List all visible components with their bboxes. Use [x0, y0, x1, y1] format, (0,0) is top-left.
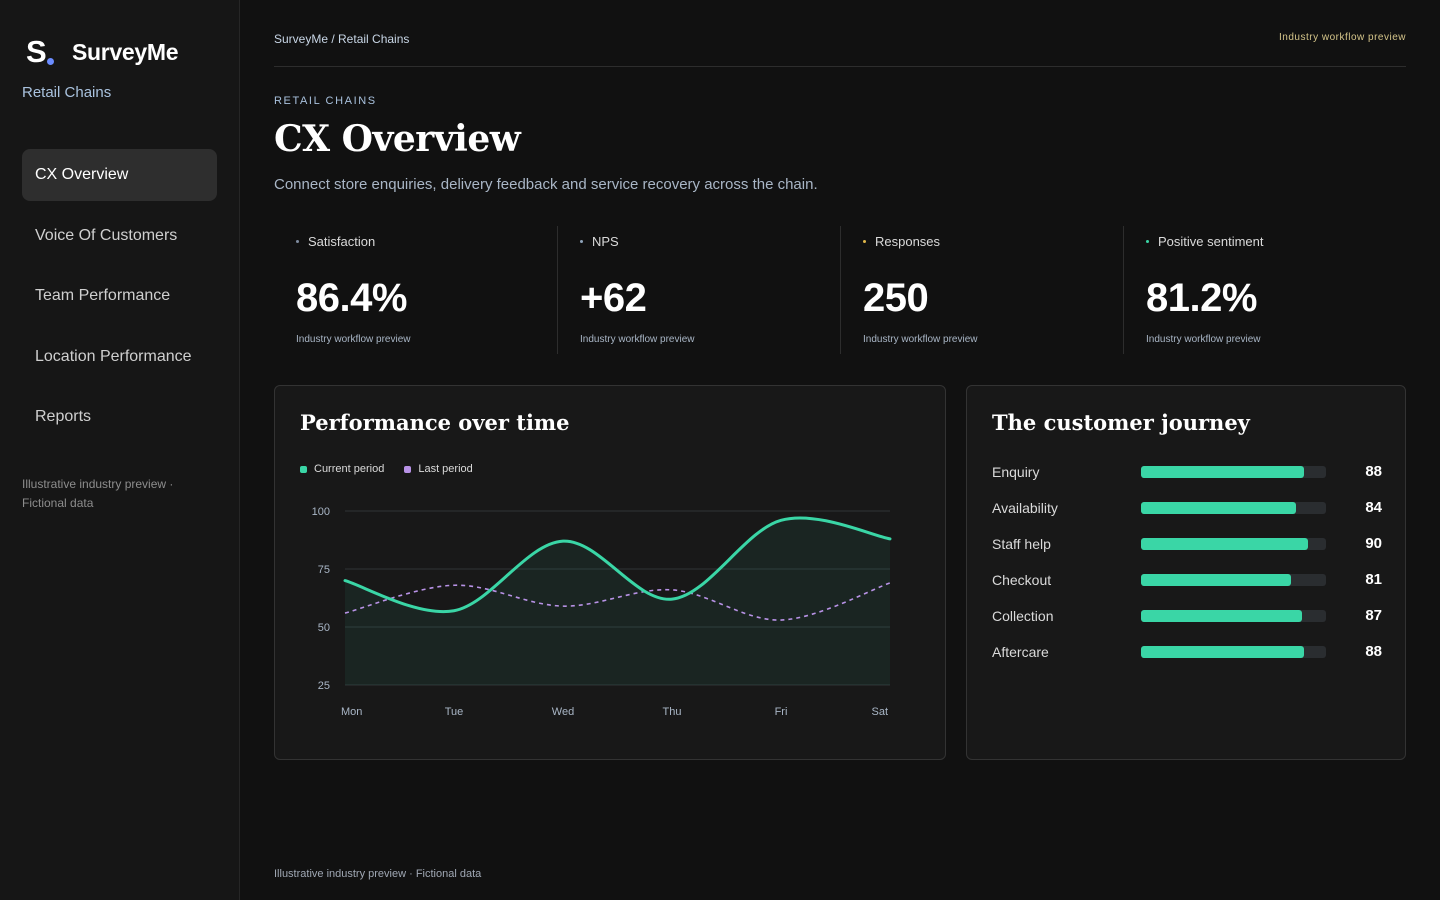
kpi-label: Responses	[875, 234, 941, 249]
journey-card: The customer journey Enquiry 88 Availabi…	[966, 385, 1406, 760]
kpi-note: Industry workflow preview	[863, 334, 978, 345]
logo-letter: S	[26, 34, 47, 69]
kpi-note: Industry workflow preview	[1146, 334, 1261, 345]
legend-label: Last period	[418, 463, 473, 475]
x-tick-label: Fri	[775, 706, 788, 718]
y-tick-label: 75	[318, 564, 330, 576]
legend-label: Current period	[314, 463, 385, 475]
kpi-dot-icon	[296, 240, 299, 243]
journey-stage-value: 87	[1365, 607, 1382, 624]
journey-stage-label: Aftercare	[992, 644, 1049, 660]
journey-bar-fill	[1141, 466, 1304, 478]
journey-stage-value: 88	[1365, 643, 1382, 660]
journey-stage-value: 90	[1365, 535, 1382, 552]
logo-icon: S	[26, 36, 62, 68]
legend-item-current[interactable]: Current period	[300, 463, 384, 475]
journey-bar-track	[1141, 466, 1326, 478]
journey-row: Checkout 81	[992, 570, 1382, 606]
sidebar-item-location-performance[interactable]: Location Performance	[35, 347, 192, 365]
x-tick-label: Thu	[663, 706, 682, 718]
journey-row: Enquiry 88	[992, 462, 1382, 498]
x-tick-label: Mon	[341, 706, 362, 718]
x-tick-label: Sat	[871, 706, 888, 718]
kpi-dot-icon	[580, 240, 583, 243]
sidebar-item-team-performance[interactable]: Team Performance	[35, 287, 171, 305]
main-content: SurveyMe / Retail Chains Industry workfl…	[274, 0, 1406, 900]
kpi-row: Satisfaction 86.4% Industry workflow pre…	[274, 226, 1406, 354]
kpi-label: NPS	[592, 234, 619, 249]
sidebar-item-voice-of-customers[interactable]: Voice Of Customers	[35, 226, 178, 244]
performance-card: 100 75 50 25 Mon Tue Wed Thu Fri Sat Performance …	[274, 385, 946, 760]
workspace-name: Retail Chains	[22, 84, 112, 101]
journey-title: The customer journey	[992, 410, 1250, 435]
current-period-line	[343, 516, 892, 614]
kpi-dot-icon	[1146, 240, 1149, 243]
journey-row: Availability 84	[992, 498, 1382, 534]
sidebar: S SurveyMe Retail Chains CX Overview Voi…	[0, 0, 240, 900]
x-tick-label: Wed	[552, 706, 574, 718]
y-tick-label: 25	[318, 680, 330, 692]
journey-bar-track	[1141, 538, 1326, 550]
page-description: Connect store enquiries, delivery feedba…	[274, 176, 818, 193]
current-period-area	[345, 517, 890, 685]
journey-bar-track	[1141, 574, 1326, 586]
kpi-value: 86.4%	[296, 276, 407, 320]
performance-title: Performance over time	[300, 410, 570, 435]
kpi-responses: Responses 250 Industry workflow preview	[840, 226, 1123, 354]
kpi-value: +62	[580, 276, 647, 320]
journey-stage-label: Checkout	[992, 572, 1052, 588]
kpi-nps: NPS +62 Industry workflow preview	[557, 226, 840, 354]
topbar: SurveyMe / Retail Chains Industry workfl…	[274, 30, 1406, 67]
journey-bar-fill	[1141, 502, 1297, 514]
page-eyebrow: RETAIL CHAINS	[274, 95, 377, 107]
journey-bar-track	[1141, 610, 1326, 622]
journey-bar-fill	[1141, 646, 1304, 658]
sidebar-nav: CX Overview Voice Of Customers Team Perf…	[22, 149, 217, 452]
journey-bar-fill	[1141, 538, 1308, 550]
brand-name: SurveyMe	[72, 38, 179, 65]
brand[interactable]: S SurveyMe	[26, 36, 179, 68]
journey-stage-label: Staff help	[992, 536, 1051, 552]
sidebar-item-cx-overview[interactable]: CX Overview	[22, 149, 217, 201]
y-tick-label: 100	[312, 506, 330, 518]
x-tick-label: Tue	[445, 706, 464, 718]
journey-bar-track	[1141, 646, 1326, 658]
journey-stage-label: Availability	[992, 500, 1058, 516]
legend-swatch-last	[404, 465, 412, 473]
kpi-satisfaction: Satisfaction 86.4% Industry workflow pre…	[274, 226, 557, 354]
sidebar-item-reports[interactable]: Reports	[35, 408, 92, 426]
kpi-label: Satisfaction	[308, 234, 376, 249]
journey-stage-value: 84	[1365, 499, 1382, 516]
kpi-value: 81.2%	[1146, 276, 1257, 320]
kpi-label: Positive sentiment	[1158, 234, 1264, 249]
kpi-value: 250	[863, 276, 929, 320]
journey-stage-label: Collection	[992, 608, 1054, 624]
kpi-note: Industry workflow preview	[580, 334, 695, 345]
legend-item-last[interactable]: Last period	[404, 463, 473, 475]
performance-chart: 100 75 50 25 Mon Tue Wed Thu Fri Sat	[312, 506, 892, 718]
chart-legend: Current period Last period	[300, 463, 493, 475]
kpi-note: Industry workflow preview	[296, 334, 411, 345]
kpi-positive-sentiment: Positive sentiment 81.2% Industry workfl…	[1123, 226, 1406, 354]
journey-row: Staff help 90	[992, 534, 1382, 570]
journey-row: Collection 87	[992, 606, 1382, 642]
journey-stage-value: 81	[1365, 571, 1382, 588]
legend-swatch-current	[300, 465, 307, 473]
journey-bar-fill	[1141, 610, 1302, 622]
journey-stage-label: Enquiry	[992, 464, 1040, 480]
sidebar-note: Illustrative industry preview · Fictiona…	[22, 477, 174, 510]
journey-bar-track	[1141, 502, 1326, 514]
preview-badge: Industry workflow preview	[1279, 32, 1406, 43]
footer-note: Illustrative industry preview · Fictiona…	[274, 868, 482, 880]
journey-stage-value: 88	[1365, 463, 1382, 480]
journey-list: Enquiry 88 Availability 84 Staff help 90…	[992, 462, 1382, 678]
logo-dot	[47, 58, 54, 65]
page-title: CX Overview	[274, 118, 521, 160]
y-tick-label: 50	[318, 622, 330, 634]
kpi-dot-icon	[863, 240, 866, 243]
journey-row: Aftercare 88	[992, 642, 1382, 678]
breadcrumb[interactable]: SurveyMe / Retail Chains	[274, 32, 410, 46]
journey-bar-fill	[1141, 574, 1291, 586]
